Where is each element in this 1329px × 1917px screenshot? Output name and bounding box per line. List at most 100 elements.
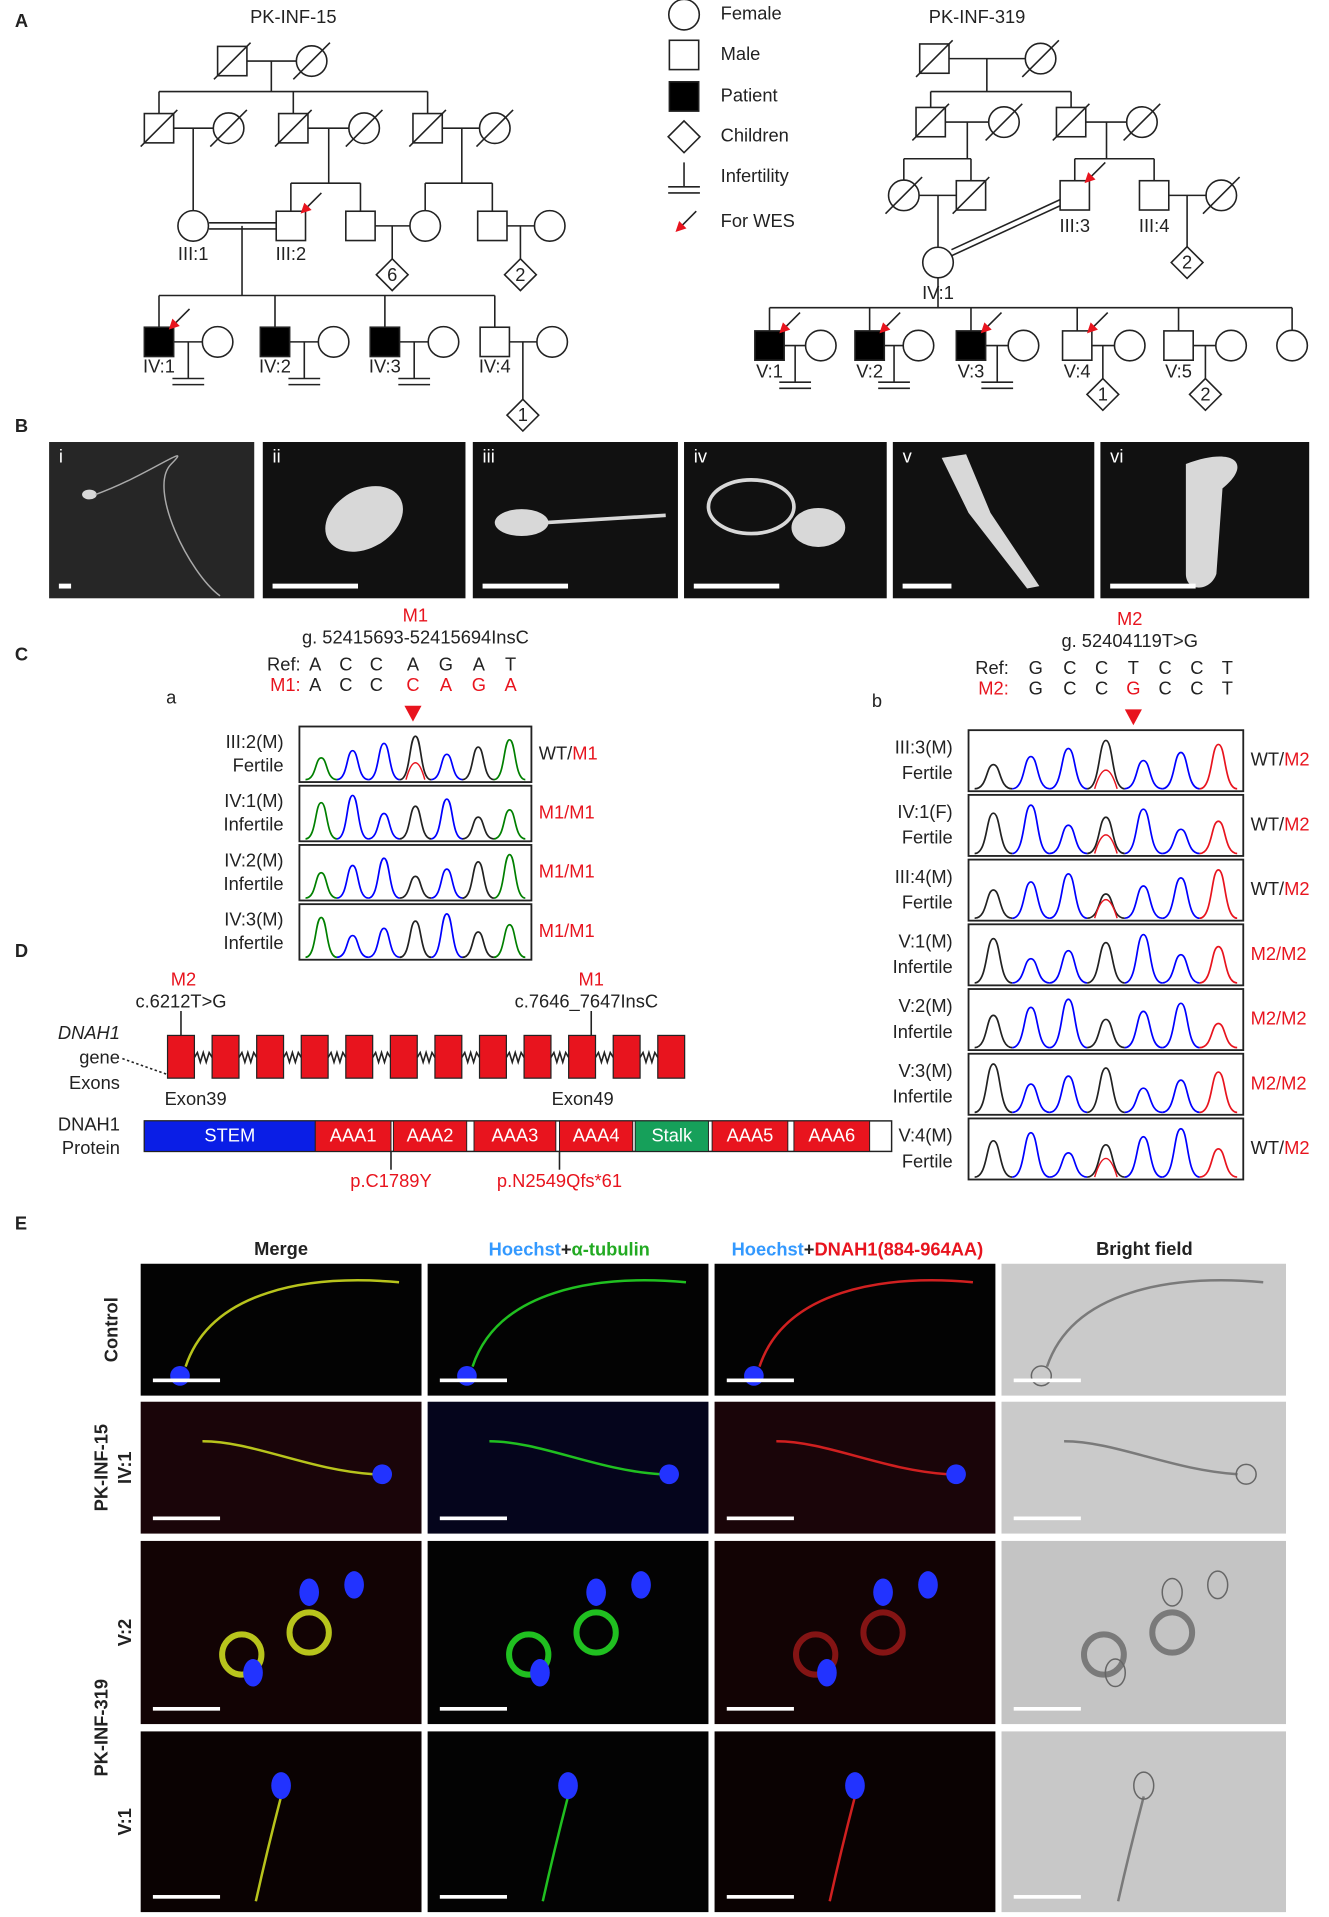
ref-base: C	[1159, 657, 1172, 678]
chromatogram-peak	[405, 762, 426, 780]
sample-id: IV:1(M)	[224, 790, 283, 811]
chromatogram-peak	[1093, 898, 1118, 919]
domain-label: AAA5	[727, 1125, 774, 1146]
sperm-tail	[95, 455, 221, 597]
exon	[612, 1034, 641, 1079]
label: III:3	[1060, 215, 1091, 236]
children-count: 2	[515, 264, 525, 285]
chromatogram-peak	[974, 1063, 1013, 1114]
chromatogram-peak	[305, 871, 338, 899]
chromatogram-box	[967, 1052, 1245, 1116]
protein-domain	[793, 1120, 871, 1152]
chromatogram-peak	[1124, 1087, 1163, 1114]
scale-bar	[439, 1706, 507, 1711]
sperm-ring	[796, 1634, 835, 1674]
genotype-part: M2/M2	[1251, 1007, 1307, 1028]
nucleus	[817, 1659, 837, 1687]
deceased-slash	[213, 42, 252, 80]
wes-arrow	[986, 312, 1003, 328]
wes-arrow	[174, 308, 191, 325]
nucleus	[243, 1659, 263, 1687]
mut-label: M2:	[978, 678, 1009, 699]
chromatogram-peak	[1086, 893, 1125, 920]
flagellum	[1064, 1441, 1238, 1474]
sperm-head	[494, 509, 549, 537]
label: IV:3	[369, 355, 401, 376]
sperm-ring	[863, 1612, 902, 1652]
genotype: M2/M2	[1251, 1072, 1307, 1093]
male-symbol	[955, 330, 987, 361]
protein-domain	[559, 1120, 634, 1152]
sample-id: IV:2(M)	[224, 849, 283, 870]
mut-base: C	[370, 674, 383, 695]
female-symbol	[1276, 329, 1309, 362]
nucleus	[530, 1659, 550, 1687]
nucleus	[631, 1571, 651, 1599]
column-header: Bright field	[1096, 1238, 1193, 1259]
intron	[416, 1049, 436, 1066]
label: V:4	[1064, 360, 1091, 381]
chromatogram-peak	[974, 937, 1013, 984]
ref-base: T	[1222, 657, 1233, 678]
sample-status: Infertile	[224, 814, 284, 835]
deceased-slash	[408, 109, 447, 148]
chromatogram-peak	[1011, 1131, 1050, 1178]
male-symbol	[143, 326, 175, 358]
ref-base: T	[1128, 657, 1139, 678]
cell-drawing	[1084, 1571, 1228, 1686]
fluorescence-image	[427, 1401, 709, 1534]
sperm-ring	[1152, 1612, 1192, 1652]
exon	[256, 1034, 285, 1079]
male-symbol	[1163, 330, 1194, 361]
mut-base: A	[440, 674, 453, 695]
genotype: M1/M1	[539, 920, 595, 941]
sample-status: Infertile	[224, 932, 284, 953]
sample-id: V:2(M)	[898, 995, 952, 1016]
scale-bar	[272, 583, 359, 589]
mutation-position: g. 52415693-52415694InsC	[302, 626, 529, 647]
scale-bar	[726, 1706, 794, 1711]
chromatogram-peak	[399, 920, 432, 959]
gene-label: gene	[79, 1046, 120, 1067]
chromatogram-peak	[1049, 949, 1088, 984]
nucleus	[873, 1578, 893, 1606]
flagellum	[830, 1796, 855, 1901]
exon	[300, 1034, 329, 1079]
children-symbol	[375, 257, 410, 292]
chromatogram-peak	[1011, 804, 1050, 855]
genotype: WT/M1	[539, 742, 598, 763]
chromatogram-peak	[367, 857, 401, 899]
intron	[327, 1049, 347, 1066]
sample-id: III:2(M)	[226, 731, 284, 752]
mut-base: C	[1063, 678, 1076, 699]
header-part: Hoechst	[489, 1238, 561, 1259]
children-symbol	[503, 257, 538, 292]
chromatogram-peak	[462, 931, 495, 959]
sample-id: IV:1(F)	[897, 801, 952, 822]
genotype-part: M1	[572, 742, 597, 763]
protein-change: p.N2549Qfs*61	[497, 1170, 622, 1191]
female-symbol	[533, 209, 566, 242]
row-label: PK-INF-15	[91, 1424, 112, 1511]
bright-field-image	[1001, 1540, 1286, 1725]
chromatogram-peak	[1011, 957, 1050, 984]
deceased-slash	[209, 109, 248, 148]
scale-bar	[482, 583, 569, 589]
children-count: 2	[1200, 383, 1210, 404]
chromatogram-peak	[1093, 769, 1118, 789]
fluorescence-image	[140, 1401, 422, 1534]
chromatogram-peak	[974, 889, 1013, 920]
wes-arrow	[1090, 161, 1106, 178]
chromatogram-box	[967, 1117, 1245, 1181]
mutation-name: M1	[403, 604, 428, 625]
cell-drawing	[489, 1441, 679, 1484]
fluorescence-image	[714, 1731, 996, 1913]
children-symbol	[1085, 377, 1120, 412]
scale-bar	[726, 1378, 794, 1383]
deceased-slash	[345, 109, 384, 148]
gene-label: DNAH1	[58, 1022, 120, 1043]
panel-letter: E	[15, 1213, 27, 1234]
children-symbol	[1170, 245, 1205, 280]
deceased-slash	[952, 176, 990, 215]
ref-label: Ref:	[975, 657, 1009, 678]
